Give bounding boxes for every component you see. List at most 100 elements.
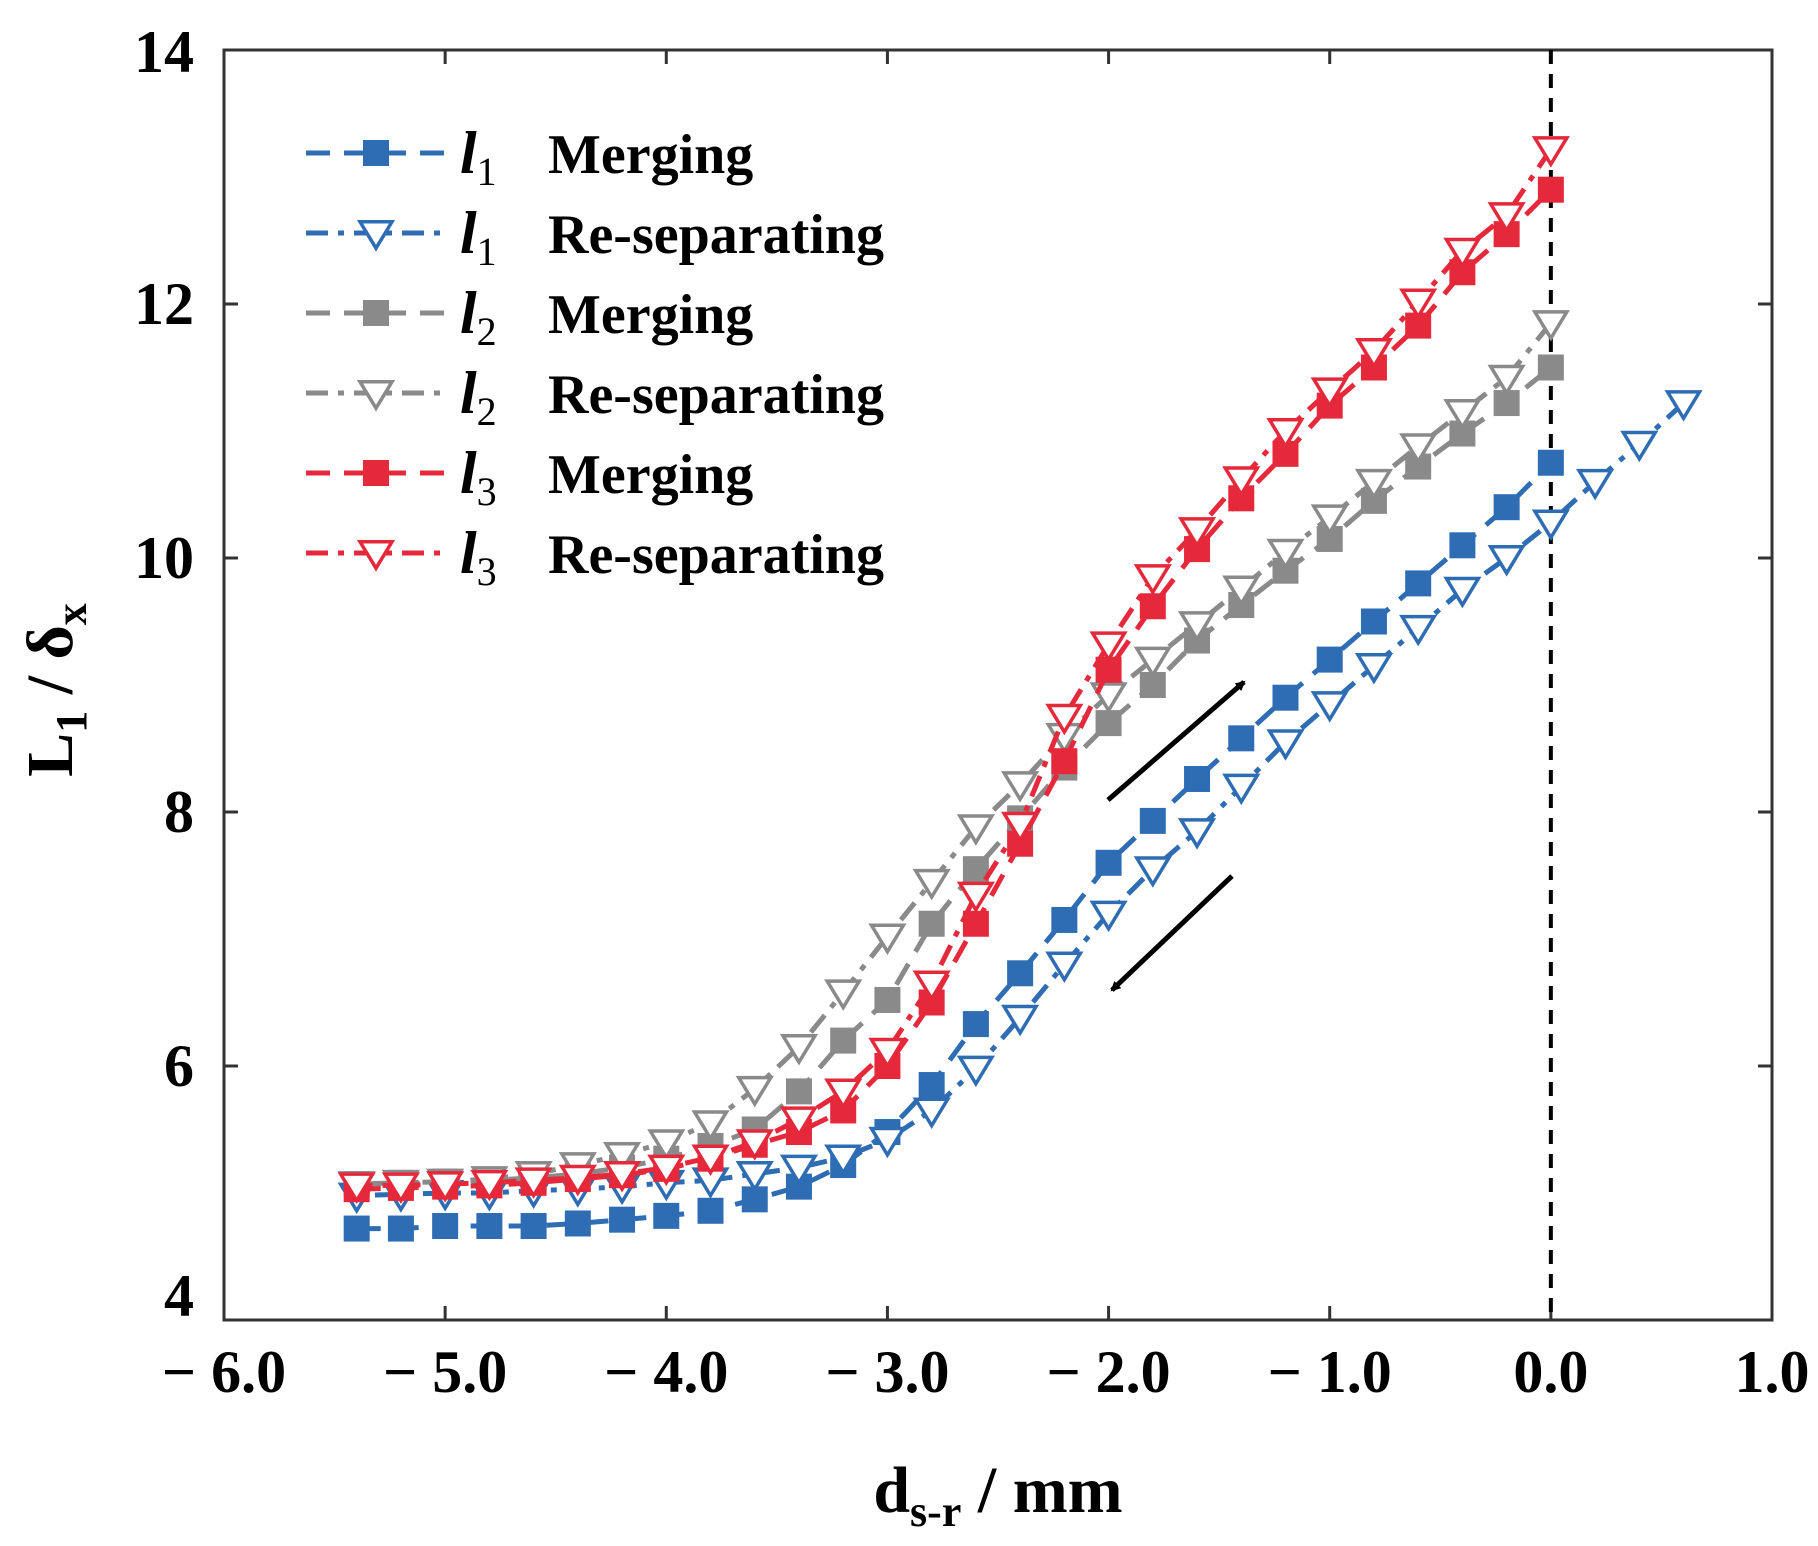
data-point <box>1310 691 1349 723</box>
data-point <box>1354 338 1394 370</box>
legend-label: Merging <box>548 284 753 346</box>
legend-item: l3 Merging <box>306 440 753 514</box>
data-point <box>381 1172 421 1204</box>
data-point <box>1089 900 1128 933</box>
legend-symbol: l3 <box>460 520 497 594</box>
data-point <box>824 979 863 1011</box>
legend-symbol-main: l <box>460 360 477 426</box>
data-point <box>1399 288 1438 321</box>
series-line <box>356 147 1553 1188</box>
x-axis-title-unit: / mm <box>961 1454 1122 1527</box>
data-point <box>1222 575 1261 608</box>
y-tick-label: 4 <box>164 1263 194 1329</box>
data-point <box>647 1154 686 1187</box>
data-point <box>1354 468 1394 501</box>
data-point <box>1487 364 1526 397</box>
legend-symbol-main: l <box>460 200 477 266</box>
x-tick-label: 0.0 <box>1513 1339 1588 1405</box>
data-point <box>1051 906 1078 933</box>
legend-symbol-sub: 3 <box>477 549 497 594</box>
data-point <box>735 1075 774 1108</box>
data-point <box>956 814 995 846</box>
data-point <box>697 1197 724 1224</box>
legend-item: l1 Re-separating <box>306 200 884 274</box>
annotation-arrow-reseparating <box>1110 874 1234 992</box>
data-point <box>647 1129 686 1161</box>
data-point <box>1537 176 1564 203</box>
data-point <box>1316 646 1343 673</box>
legend-symbol-sub: 2 <box>477 389 497 434</box>
x-tick-label: − 6.0 <box>162 1339 286 1405</box>
legend-symbol-main: l <box>460 440 477 506</box>
data-point <box>868 1126 907 1159</box>
x-tick-label: 1.0 <box>1735 1339 1810 1405</box>
data-point <box>779 1034 819 1066</box>
data-point <box>918 910 945 937</box>
y-tick-label: 8 <box>164 779 194 845</box>
data-point <box>1487 545 1526 577</box>
data-point <box>868 1037 907 1070</box>
data-point <box>1443 237 1482 270</box>
series-5 <box>343 176 1564 1203</box>
data-point <box>1443 399 1482 431</box>
data-point <box>1531 136 1570 168</box>
data-point <box>1095 849 1122 876</box>
data-point <box>785 1078 812 1105</box>
data-point <box>602 1161 642 1193</box>
legend-marker <box>363 140 389 166</box>
data-point <box>779 1154 819 1187</box>
data-point <box>1575 468 1615 501</box>
y-tick-label: 10 <box>134 525 194 591</box>
legend-marker <box>356 540 396 572</box>
legend-item: l1 Merging <box>306 120 753 194</box>
data-point <box>1228 725 1255 752</box>
legend-symbol-sub: 1 <box>477 149 497 194</box>
legend-symbol: l2 <box>460 360 497 434</box>
x-tick-label: − 3.0 <box>825 1339 949 1405</box>
data-point <box>1051 748 1078 775</box>
data-point <box>1184 765 1211 792</box>
legend-symbol-sub: 1 <box>477 229 497 274</box>
data-point <box>1360 608 1387 635</box>
data-point <box>1537 449 1564 476</box>
legend-label: Re-separating <box>548 524 884 586</box>
legend-item: l2 Re-separating <box>306 360 884 434</box>
series-line <box>356 321 1553 1187</box>
data-point <box>779 1106 819 1138</box>
legend-symbol-sub: 2 <box>477 309 497 354</box>
data-point <box>1001 811 1040 844</box>
data-point <box>1405 570 1432 597</box>
y-axis-title-sub: 1 <box>47 711 96 733</box>
series-layer <box>337 136 1703 1242</box>
legend-marker <box>356 220 396 252</box>
data-point <box>387 1215 414 1242</box>
data-point <box>830 1027 857 1054</box>
data-point <box>470 1169 509 1202</box>
legend-item: l2 Merging <box>306 280 753 354</box>
y-axis-title-delta-sub: x <box>47 603 96 625</box>
legend-marker <box>356 380 396 412</box>
data-point <box>691 1144 730 1177</box>
y-axis-title-sep: / <box>14 659 87 710</box>
data-point <box>1001 771 1040 803</box>
y-tick-label: 14 <box>134 19 194 85</box>
legend-symbol-sub: 3 <box>477 469 497 514</box>
y-tick-label: 12 <box>134 271 194 337</box>
data-point <box>1266 729 1305 761</box>
data-point <box>956 1055 995 1088</box>
legend-symbol: l3 <box>460 440 497 514</box>
data-point <box>1007 960 1034 987</box>
data-point <box>1487 202 1526 234</box>
data-point <box>956 881 995 914</box>
data-point <box>868 923 907 956</box>
y-axis-title-delta: δ <box>14 625 87 659</box>
data-point <box>1095 710 1122 737</box>
legend-item: l3 Re-separating <box>306 520 884 594</box>
data-point <box>824 1078 863 1110</box>
series-6 <box>337 136 1570 1204</box>
data-point <box>1620 430 1659 463</box>
data-point <box>918 1072 945 1099</box>
data-point <box>1354 653 1394 685</box>
